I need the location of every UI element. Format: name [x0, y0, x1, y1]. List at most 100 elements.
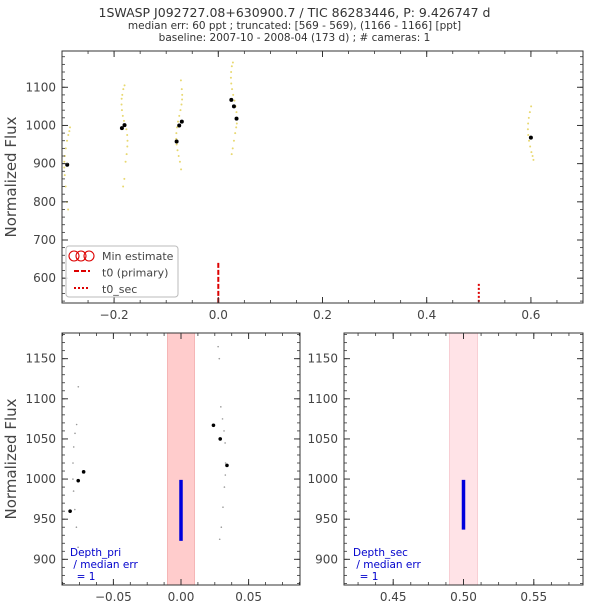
x-tick-label: −0.05: [95, 590, 132, 604]
x-tick-label: 0.2: [313, 308, 332, 322]
raw-data-point: [123, 177, 126, 180]
raw-data-point: [527, 134, 530, 136]
raw-data-point: [123, 84, 126, 87]
raw-data-point: [180, 88, 183, 91]
y-tick-label: 1100: [25, 80, 56, 94]
raw-data-point: [235, 111, 238, 114]
raw-data-point: [231, 61, 234, 64]
raw-data-point: [77, 546, 79, 549]
raw-data-point: [178, 114, 181, 117]
y-tick-label: 950: [33, 512, 56, 526]
raw-data-point: [230, 153, 233, 156]
raw-data-point: [220, 406, 222, 408]
raw-data-point: [530, 105, 533, 108]
raw-data-point: [64, 185, 67, 188]
y-axis-label: Normalized Flux: [2, 116, 20, 237]
raw-data-point: [126, 139, 129, 142]
raw-data-point: [67, 208, 70, 211]
binned-data-point: [234, 116, 239, 121]
raw-data-point: [72, 446, 75, 448]
raw-data-point: [217, 345, 219, 348]
plot-area-1: [68, 333, 229, 585]
y-tick-label: 900: [33, 552, 56, 566]
raw-data-point: [72, 462, 74, 464]
raw-data-point: [230, 71, 233, 73]
legend-min-estimate-marker: [75, 250, 87, 262]
raw-data-point: [234, 132, 237, 135]
y-tick-label: 700: [33, 233, 56, 247]
raw-data-point: [75, 526, 78, 529]
secondary-eclipse-window: [449, 333, 478, 585]
raw-data-point: [63, 160, 66, 163]
raw-data-point: [74, 432, 76, 435]
plot-frame: [61, 50, 584, 304]
raw-data-point: [531, 155, 534, 157]
legend-label: t0 (primary): [102, 267, 168, 280]
binned-data-point: [119, 126, 124, 131]
binned-data-point: [177, 123, 182, 128]
raw-data-point: [126, 145, 129, 148]
y-tick-label: 1100: [25, 392, 56, 406]
raw-data-point: [529, 145, 532, 148]
raw-data-point: [177, 155, 180, 157]
raw-data-point: [122, 185, 125, 188]
raw-data-point: [224, 474, 227, 476]
x-tick-label: 0.0: [209, 308, 228, 322]
depth-secondary-annotation: = 1: [353, 571, 379, 583]
raw-data-point: [77, 385, 80, 388]
raw-data-point: [125, 153, 128, 156]
raw-data-point: [120, 109, 123, 112]
binned-data-point: [179, 119, 184, 124]
y-tick-label: 1050: [307, 432, 338, 446]
raw-data-point: [67, 134, 70, 136]
x-tick-label: 0.6: [521, 308, 540, 322]
x-tick-label: 0.4: [417, 308, 436, 322]
depth-primary-annotation: / median err: [70, 559, 139, 571]
raw-data-point: [74, 508, 76, 511]
y-tick-label: 900: [315, 552, 338, 566]
raw-data-point: [527, 122, 530, 125]
legend-label: t0_sec: [102, 283, 137, 296]
raw-data-point: [527, 116, 530, 119]
x-tick-label: 0.55: [520, 590, 547, 604]
binned-data-point: [218, 437, 223, 441]
binned-data-point: [528, 135, 533, 140]
raw-data-point: [528, 139, 531, 142]
raw-data-point: [223, 486, 226, 488]
raw-data-point: [530, 151, 533, 154]
depth-primary-annotation: = 1: [70, 571, 96, 583]
raw-data-point: [66, 139, 69, 142]
raw-data-point: [72, 478, 74, 480]
legend-min-estimate-marker: [83, 250, 95, 262]
y-tick-label: 600: [33, 271, 56, 285]
raw-data-point: [532, 158, 535, 161]
legend-min-estimate-marker: [68, 250, 80, 262]
binned-data-point: [211, 423, 216, 428]
raw-data-point: [125, 128, 128, 131]
raw-data-point: [181, 93, 184, 96]
depth-primary-annotation: Depth_pri: [70, 547, 121, 559]
raw-data-point: [230, 82, 233, 85]
raw-data-point: [230, 65, 233, 68]
raw-data-point: [232, 93, 235, 96]
raw-data-point: [181, 98, 184, 101]
binned-data-point: [81, 470, 86, 474]
x-tick-label: 0.50: [450, 590, 477, 604]
x-tick-label: −0.2: [100, 308, 129, 322]
raw-data-point: [180, 168, 183, 171]
raw-data-point: [224, 462, 227, 464]
raw-data-point: [122, 119, 125, 122]
raw-data-point: [68, 130, 71, 133]
raw-data-point: [220, 526, 223, 529]
raw-data-point: [124, 160, 127, 163]
raw-data-point: [126, 134, 129, 136]
legend-label: Min estimate: [102, 250, 174, 263]
binned-data-point: [174, 139, 179, 144]
y-tick-label: 900: [33, 157, 56, 171]
plot-frame: [61, 332, 301, 586]
y-tick-label: 1150: [25, 352, 56, 366]
raw-data-point: [120, 103, 123, 106]
raw-data-point: [75, 423, 78, 426]
raw-data-point: [526, 128, 529, 131]
